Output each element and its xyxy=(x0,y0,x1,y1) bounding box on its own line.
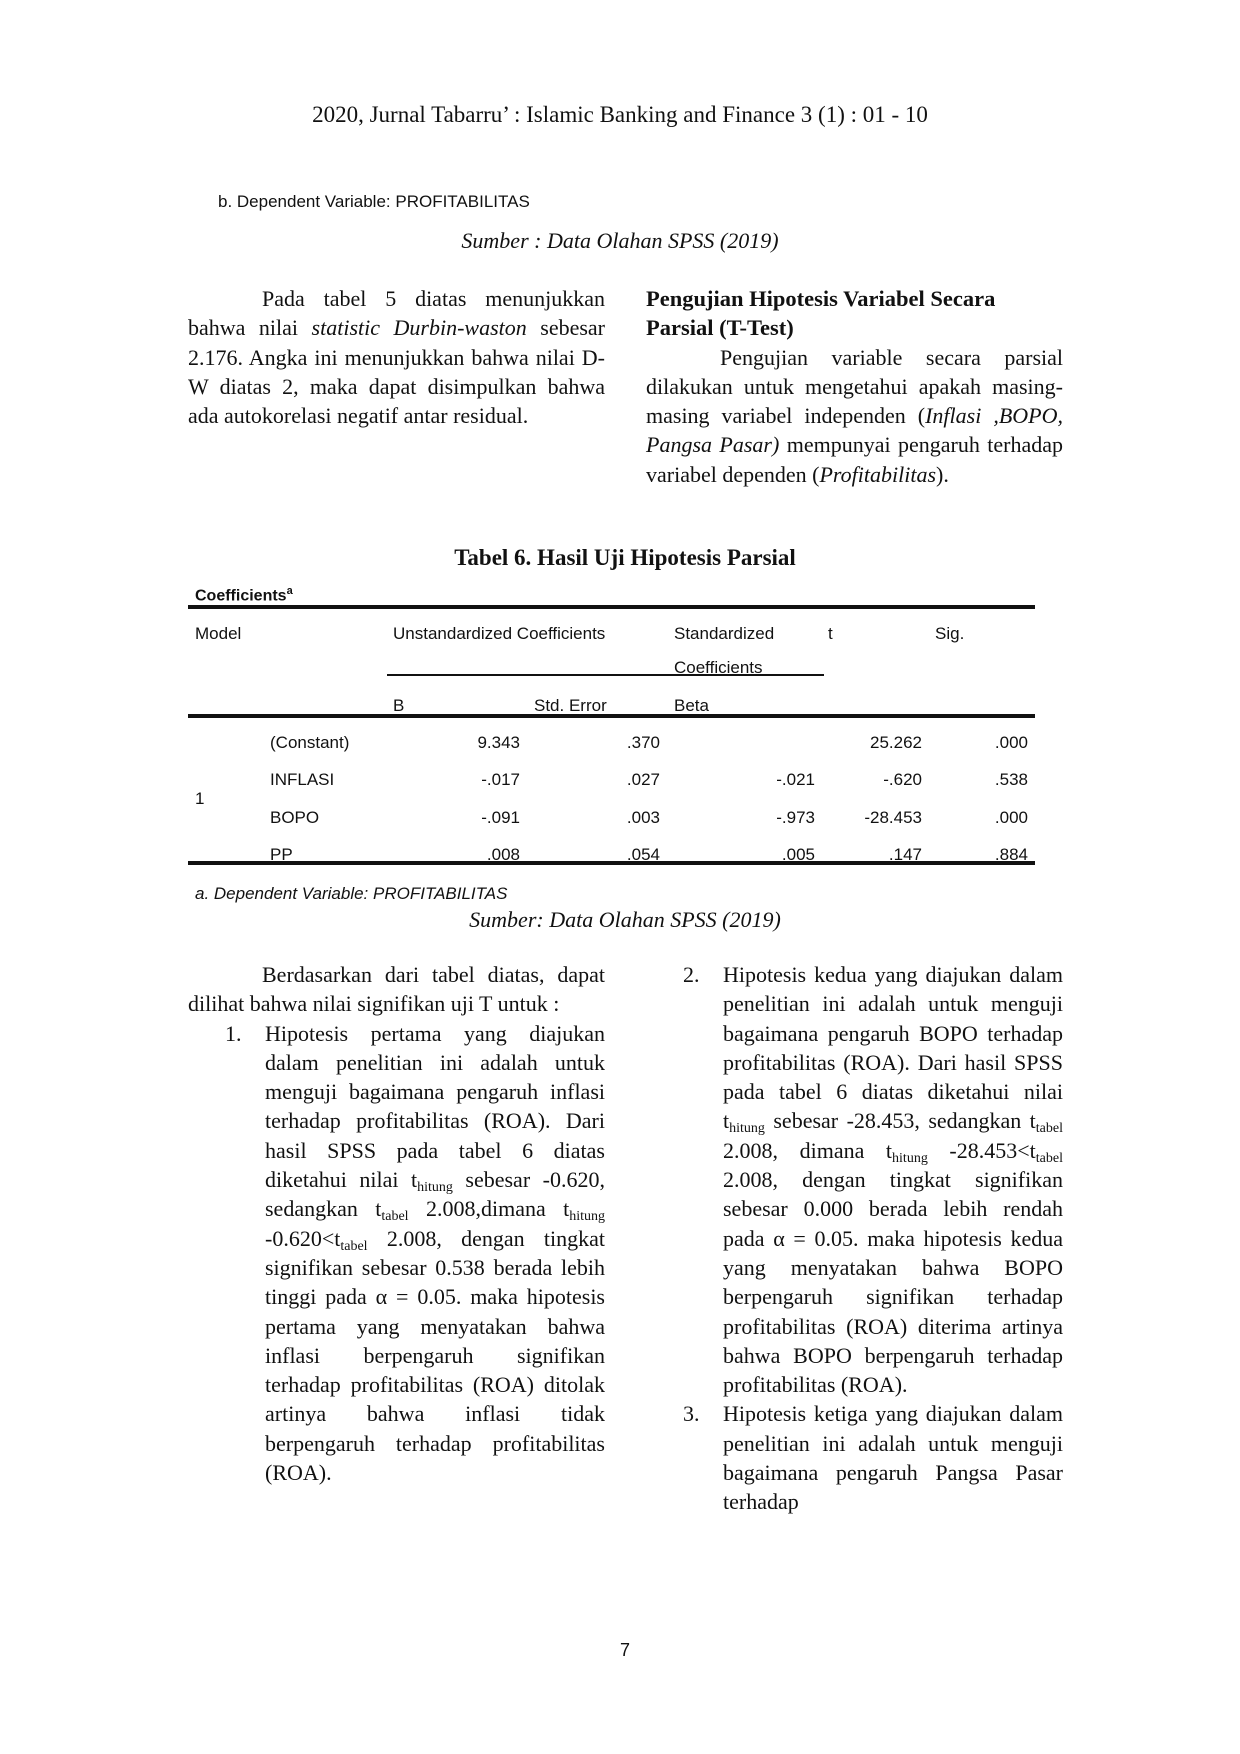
cell-beta: -.021 xyxy=(776,770,815,789)
table-caption: Coefficientsa xyxy=(195,585,293,605)
hypothesis-list-right: 2. Hipotesis kedua yang diajukan dalam pe… xyxy=(683,960,1063,1517)
list-item: 2. Hipotesis kedua yang diajukan dalam pe… xyxy=(683,962,1063,1398)
hypothesis-list-left: 1. Hipotesis pertama yang diajukan dalam … xyxy=(225,1019,605,1488)
cell-sig: .538 xyxy=(994,770,1028,789)
list-number: 3. xyxy=(683,1401,700,1427)
page-number: 7 xyxy=(619,1640,630,1660)
cell-se: .027 xyxy=(626,770,660,789)
header-t: t xyxy=(828,624,833,643)
right-column: Pengujian Hipotesis Variabel Secara Pars… xyxy=(646,284,1063,489)
cell-sig: .000 xyxy=(994,808,1028,827)
table-title: Tabel 6. Hasil Uji Hipotesis Parsial xyxy=(454,545,796,570)
cell-var: (Constant) xyxy=(270,733,350,752)
header-coefficients: Coefficients xyxy=(674,658,763,677)
header-beta: Beta xyxy=(674,696,709,715)
header-sig: Sig. xyxy=(935,624,965,643)
header-b: B xyxy=(393,696,405,715)
list-item: 3. Hipotesis ketiga yang diajukan dalam p… xyxy=(683,1401,1063,1515)
previous-table-note: b. Dependent Variable: PROFITABILITAS xyxy=(218,192,530,211)
section-heading: Pengujian Hipotesis Variabel Secara Pars… xyxy=(646,286,996,341)
table-source: Sumber: Data Olahan SPSS (2019) xyxy=(469,907,781,932)
right-paragraph: Pengujian variable secara parsial dilaku… xyxy=(646,344,1063,487)
cell-se: .370 xyxy=(626,733,660,752)
left-paragraph: Pada tabel 5 diatas menunjukkan bahwa ni… xyxy=(188,286,606,429)
table-note: a. Dependent Variable: PROFITABILITAS xyxy=(195,884,508,903)
list-item: 1. Hipotesis pertama yang diajukan dalam … xyxy=(225,1020,605,1486)
cell-t: .147 xyxy=(888,845,922,864)
model-number: 1 xyxy=(195,789,205,808)
cell-beta: .005 xyxy=(781,845,815,864)
cell-beta: -.973 xyxy=(776,808,815,827)
cell-sig: .884 xyxy=(994,845,1028,864)
header-unstandardized: Unstandardized Coefficients xyxy=(393,624,606,643)
cell-b: 9.343 xyxy=(477,733,520,752)
header-std-error: Std. Error xyxy=(534,696,607,715)
list-number: 2. xyxy=(683,962,700,987)
cell-var: BOPO xyxy=(270,808,320,827)
header-model: Model xyxy=(195,624,242,643)
cell-b: .008 xyxy=(486,845,520,864)
bottom-left-column: Berdasarkan dari tabel diatas, dapat dil… xyxy=(188,960,605,1487)
header-standardized: Standardized xyxy=(674,624,775,643)
cell-t: -.620 xyxy=(883,770,922,789)
cell-t: -28.453 xyxy=(864,808,922,827)
cell-var: INFLASI xyxy=(270,770,335,789)
cell-t: 25.262 xyxy=(870,733,922,752)
cell-sig: .000 xyxy=(994,733,1028,752)
cell-b: -.017 xyxy=(481,770,520,789)
bottom-right-column: 2. Hipotesis kedua yang diajukan dalam pe… xyxy=(683,960,1063,1517)
cell-se: .054 xyxy=(626,845,660,864)
list-number: 1. xyxy=(225,1020,242,1046)
previous-table-source: Sumber : Data Olahan SPSS (2019) xyxy=(461,228,779,253)
cell-var: PP xyxy=(270,845,293,864)
intro-paragraph: Berdasarkan dari tabel diatas, dapat dil… xyxy=(188,962,605,1017)
running-header: 2020, Jurnal Tabarru’ : Islamic Banking … xyxy=(312,102,928,127)
cell-se: .003 xyxy=(626,808,660,827)
cell-b: -.091 xyxy=(481,808,520,827)
